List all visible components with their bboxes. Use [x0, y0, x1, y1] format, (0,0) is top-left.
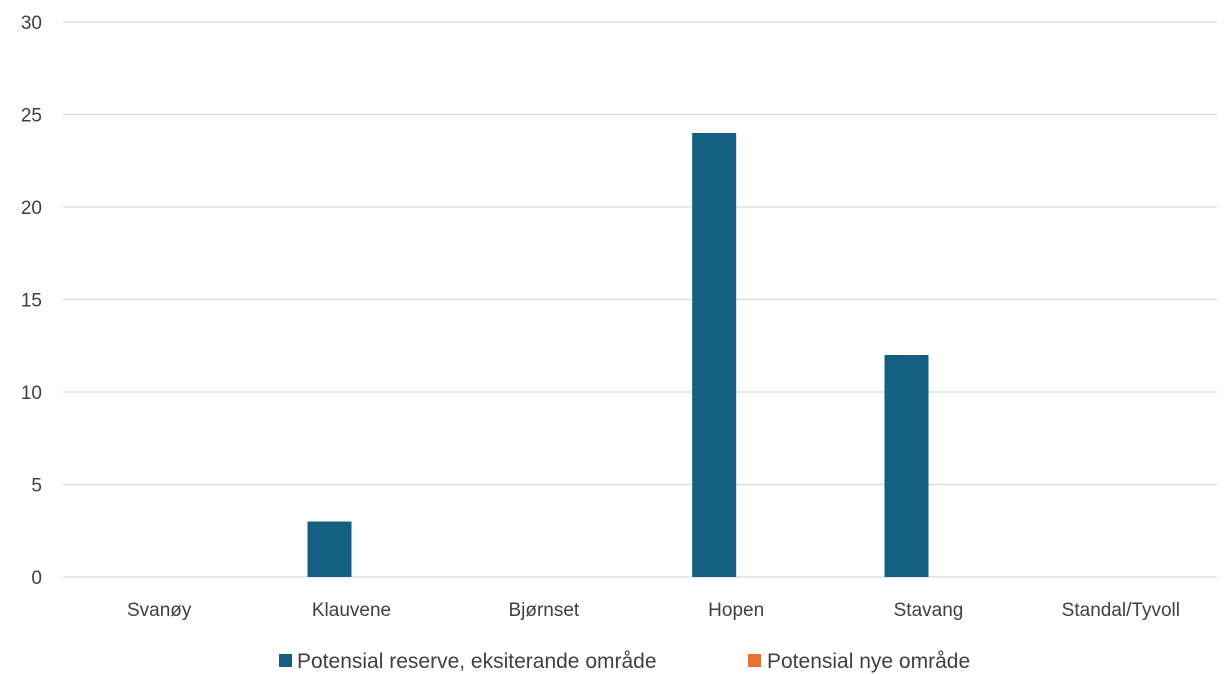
x-tick-label: Standal/Tyvoll	[1062, 600, 1180, 621]
legend-swatch-reserve	[279, 654, 292, 667]
bars	[307, 133, 929, 577]
x-tick-label: Stavang	[894, 600, 964, 621]
legend-label-reserve: Potensial reserve, eksiterande område	[297, 650, 657, 673]
x-tick-label: Hopen	[708, 600, 764, 621]
y-axis-ticks: 0 5 10 15 20 25 30	[21, 13, 42, 589]
bar-klauvene-series-0	[307, 521, 352, 577]
y-tick-label: 10	[21, 383, 42, 404]
bar-stavang-series-0	[884, 355, 929, 577]
y-tick-label: 15	[21, 291, 42, 312]
x-tick-label: Svanøy	[127, 600, 192, 621]
grid-lines	[63, 21, 1217, 578]
legend-label-new-areas: Potensial nye område	[767, 650, 970, 673]
legend-swatch-new-areas	[748, 654, 761, 667]
y-tick-label: 30	[21, 13, 42, 34]
y-tick-label: 25	[21, 106, 42, 127]
bar-hopen-series-0	[692, 133, 737, 577]
x-tick-label: Bjørnset	[508, 600, 579, 621]
x-tick-label: Klauvene	[312, 600, 391, 621]
y-tick-label: 0	[31, 568, 42, 589]
y-tick-label: 20	[21, 198, 42, 219]
x-axis-ticks: Svanøy Klauvene Bjørnset Hopen Stavang Standa…	[127, 600, 1180, 621]
y-tick-label: 5	[31, 476, 42, 497]
legend: Potensial reserve, eksiterande område Po…	[279, 650, 970, 673]
